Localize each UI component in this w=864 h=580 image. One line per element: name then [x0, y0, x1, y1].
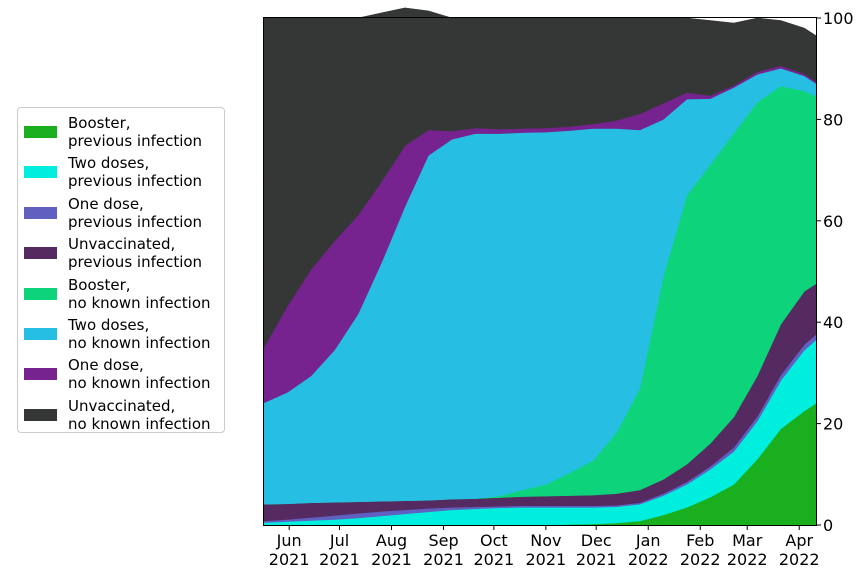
legend-label: Two doses, no known infection [68, 316, 211, 352]
legend-item: One dose, no known infection [18, 356, 226, 396]
legend-swatch [24, 287, 57, 300]
x-tick-label: Feb 2022 [680, 531, 721, 569]
x-tick-label: Jun 2021 [269, 531, 310, 569]
legend-swatch [24, 328, 57, 340]
legend-label: One dose, no known infection [68, 356, 211, 393]
legend-swatch [24, 206, 57, 219]
plot-frame [263, 17, 817, 526]
legend-item: Two doses, no known infection [18, 316, 226, 356]
legend-swatch [24, 408, 57, 421]
y-tick-label: 0 [823, 516, 833, 535]
x-tick-label: Jul 2021 [319, 531, 360, 569]
legend-item: Booster, no known infection [18, 276, 226, 316]
y-tick-label: 40 [823, 313, 843, 332]
x-tick-label: Aug 2021 [371, 531, 412, 569]
legend-item: Two doses, previous infection [18, 154, 226, 194]
y-tick-label: 20 [823, 415, 843, 434]
x-tick-label: Dec 2021 [576, 531, 617, 569]
legend-swatch [24, 247, 57, 260]
legend-label: Unvaccinated, previous infection [68, 235, 203, 272]
legend-label: One dose, previous infection [68, 194, 203, 231]
legend-swatch [24, 126, 57, 138]
legend-label: Booster, previous infection [68, 114, 203, 150]
legend-item: Unvaccinated, no known infection [18, 397, 226, 437]
y-axis: 0 20 40 60 80 100 [816, 9, 854, 535]
areas-layer [263, 7, 817, 526]
legend-item: One dose, previous infection [18, 195, 226, 235]
x-tick-label: Nov 2021 [526, 531, 567, 569]
legend: Booster, previous infection Two doses, prev… [17, 107, 225, 433]
x-tick-label: Sep 2021 [423, 531, 464, 569]
legend-label: Two doses, previous infection [68, 154, 203, 191]
legend-label: Unvaccinated, no known infection [68, 396, 211, 433]
x-tick-label: Mar 2022 [727, 531, 768, 569]
y-tick-label: 80 [823, 110, 843, 129]
x-tick-label: Oct 2021 [474, 531, 515, 569]
y-tick-label: 60 [823, 212, 843, 231]
y-tick-label: 100 [823, 9, 854, 28]
x-tick-label: Apr 2022 [779, 531, 820, 569]
x-tick-label: Jan 2022 [628, 531, 669, 569]
legend-label: Booster, no known infection [68, 275, 211, 312]
legend-item: Unvaccinated, previous infection [18, 235, 226, 275]
legend-item: Booster, previous infection [18, 114, 226, 154]
legend-swatch [24, 368, 57, 381]
legend-swatch [24, 166, 57, 179]
